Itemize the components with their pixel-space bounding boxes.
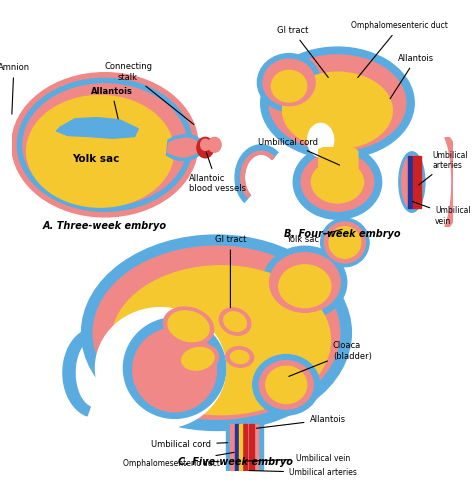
Ellipse shape [219,308,251,335]
Polygon shape [319,148,356,168]
Ellipse shape [270,253,340,312]
Bar [243,424,247,491]
Ellipse shape [18,78,192,211]
Text: Allantois: Allantois [91,86,133,119]
Ellipse shape [279,265,331,308]
Ellipse shape [329,227,361,258]
Ellipse shape [283,72,392,148]
Text: Yolk sac: Yolk sac [72,154,119,164]
Ellipse shape [311,161,364,203]
Ellipse shape [201,139,210,150]
Ellipse shape [269,55,406,151]
Ellipse shape [208,137,221,152]
Ellipse shape [259,361,313,409]
Ellipse shape [324,222,365,263]
Text: B. Four-week embryo: B. Four-week embryo [284,228,401,239]
Bar [408,156,412,208]
Ellipse shape [182,348,214,370]
Ellipse shape [12,73,198,217]
Bar [235,424,240,491]
Text: Umbilical arteries: Umbilical arteries [249,468,357,477]
Bar [249,424,254,491]
Polygon shape [241,151,274,197]
Text: Cloaca
(bladder): Cloaca (bladder) [289,341,372,377]
Text: Allantoic
blood vessels: Allantoic blood vessels [189,152,246,193]
Text: Yolk sac: Yolk sac [286,229,342,245]
Polygon shape [0,104,9,139]
Text: Umbilical cord: Umbilical cord [258,138,339,165]
Polygon shape [0,101,9,142]
Polygon shape [235,145,278,202]
Polygon shape [445,137,461,226]
Bar [413,156,417,208]
Text: Umbilical cord: Umbilical cord [151,440,228,449]
Ellipse shape [123,318,226,418]
Ellipse shape [23,84,187,206]
Text: GI tract: GI tract [215,236,246,308]
Ellipse shape [321,218,369,267]
Ellipse shape [308,123,334,157]
Ellipse shape [164,307,214,345]
Ellipse shape [224,312,246,331]
Polygon shape [166,135,201,161]
Text: Umbilical
vein: Umbilical vein [412,202,471,226]
Ellipse shape [253,355,320,415]
Ellipse shape [168,311,209,342]
Ellipse shape [399,152,425,212]
Bar [230,424,258,491]
Ellipse shape [263,59,315,106]
Bar [418,156,421,208]
Text: Amnion: Amnion [0,63,30,114]
Text: Allantois: Allantois [390,54,434,99]
Ellipse shape [401,156,422,209]
Text: Omphalomesenteric duct: Omphalomesenteric duct [123,452,234,468]
Text: Allantois: Allantois [256,415,346,428]
Ellipse shape [293,145,382,219]
Text: Umbilical
arteries: Umbilical arteries [419,151,468,185]
Ellipse shape [112,266,330,414]
Ellipse shape [133,328,217,412]
Ellipse shape [271,70,307,102]
Text: GI tract: GI tract [277,26,328,78]
Polygon shape [63,329,90,416]
Ellipse shape [95,308,226,429]
Bar [239,424,242,480]
Text: C. Five-week embryo: C. Five-week embryo [178,457,292,466]
Ellipse shape [27,95,173,207]
Ellipse shape [266,366,307,404]
Polygon shape [56,118,138,138]
Ellipse shape [261,47,414,159]
Bar [226,424,263,491]
Ellipse shape [82,235,351,431]
Ellipse shape [226,347,254,367]
Text: Omphalomesenteric duct: Omphalomesenteric duct [351,22,448,78]
Polygon shape [167,138,199,157]
Ellipse shape [263,246,346,319]
Polygon shape [321,149,358,170]
Ellipse shape [257,54,321,111]
Ellipse shape [177,344,219,374]
Text: A. Three-week embryo: A. Three-week embryo [43,221,167,231]
Ellipse shape [197,137,214,158]
Ellipse shape [93,246,340,419]
Ellipse shape [301,153,374,211]
Text: Umbilical vein: Umbilical vein [245,454,350,463]
Ellipse shape [230,351,249,363]
Text: Connecting
stalk: Connecting stalk [104,62,194,124]
